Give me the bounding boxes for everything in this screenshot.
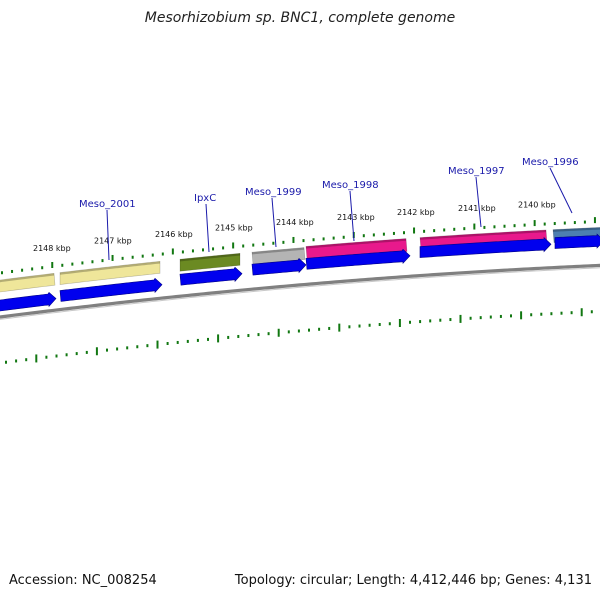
cds-arrow <box>251 258 307 276</box>
gene-leader-line <box>549 167 573 214</box>
cds-arrow <box>0 291 57 312</box>
backbone-shadow <box>0 267 600 320</box>
feature-bar-edge <box>251 247 305 255</box>
cds-layer <box>0 233 600 312</box>
label-layer: 2148 kbp 2147 kbp 2146 kbp 2145 kbp 2144 kbp… <box>33 157 579 261</box>
feature-bar <box>59 260 161 285</box>
position-label: 2141 kbp <box>458 204 496 213</box>
map-title: Mesorhizobium sp. BNC1, complete genome <box>144 10 456 26</box>
cds-arrow <box>59 277 163 302</box>
gene-label: Meso_2001 <box>79 199 136 210</box>
gene-label: IpxC <box>194 193 216 204</box>
feature-bar-edge <box>59 261 161 275</box>
gene-leader-line <box>205 203 210 253</box>
cds-arrow <box>554 233 600 249</box>
feature-bar <box>179 252 241 272</box>
feature-bar <box>0 272 56 293</box>
feature-layer <box>0 227 600 293</box>
accession-text: Accession: NC_008254 <box>9 573 157 588</box>
gene-label: Meso_1997 <box>448 166 505 177</box>
feature-bar-edge <box>552 227 600 232</box>
position-label: 2146 kbp <box>155 230 193 239</box>
position-label: 2147 kbp <box>94 237 132 246</box>
feature-bar-edge <box>179 253 241 262</box>
outer-tick-layer <box>1 217 596 275</box>
summary-text: Topology: circular; Length: 4,412,446 bp… <box>234 573 592 588</box>
position-label: 2143 kbp <box>337 213 375 222</box>
feature-bar-edge <box>0 273 55 283</box>
gene-leader-line <box>349 190 355 242</box>
gene-leader-line <box>106 209 110 261</box>
cds-arrow <box>419 236 552 258</box>
inner-tick-layer <box>5 308 593 364</box>
gene-leader-line <box>271 197 277 248</box>
backbone-layer <box>0 263 600 320</box>
feature-bar-edge <box>419 230 547 240</box>
feature-bar-edge <box>305 238 407 249</box>
cds-arrow <box>179 266 243 286</box>
position-label: 2142 kbp <box>397 208 435 217</box>
position-label: 2140 kbp <box>518 201 556 210</box>
position-label: 2145 kbp <box>215 224 253 233</box>
gene-label: Meso_1998 <box>322 180 379 191</box>
gene-label: Meso_1996 <box>522 157 579 168</box>
cds-arrow <box>305 248 411 270</box>
gene-leader-line <box>475 176 482 228</box>
gene-label: Meso_1999 <box>245 187 302 198</box>
backbone-line <box>0 263 600 319</box>
position-label: 2144 kbp <box>276 218 314 227</box>
position-label: 2148 kbp <box>33 244 71 253</box>
